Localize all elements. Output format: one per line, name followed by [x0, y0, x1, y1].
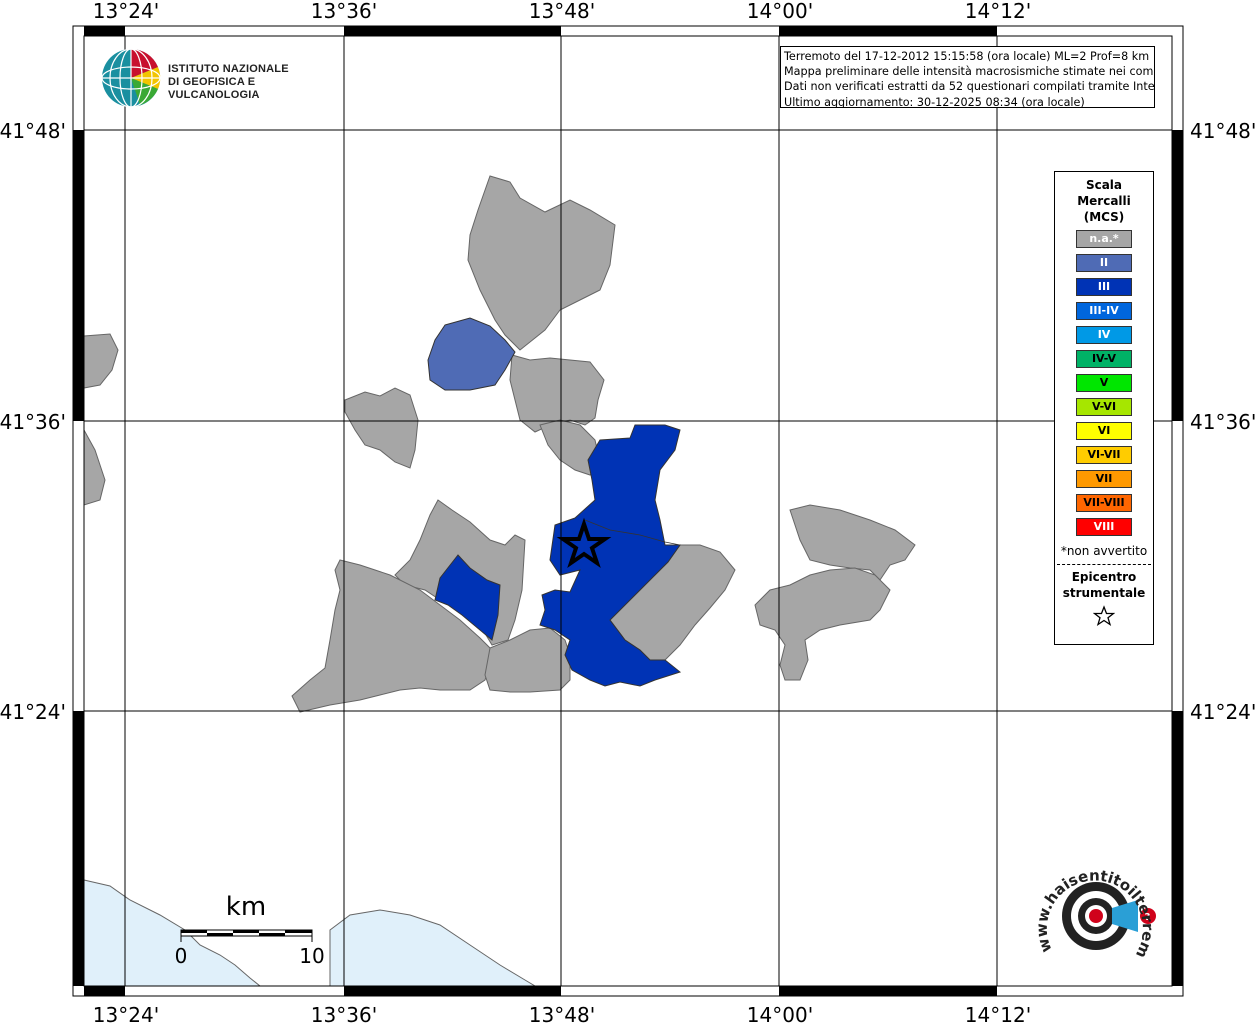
legend-separator	[1057, 564, 1151, 565]
lon-label-bottom: 13°48'	[529, 1003, 595, 1024]
event-info-line: Mappa preliminare delle intensità macros…	[784, 65, 1155, 79]
comune-na	[484, 627, 571, 693]
scale-unit: km	[226, 892, 266, 922]
comune-ii	[427, 317, 516, 391]
lat-label-left: 41°48'	[0, 119, 66, 143]
ingv-logo: ISTITUTO NAZIONALE DI GEOFISICA E VULCAN…	[100, 47, 320, 113]
legend-title-line: Scala	[1085, 178, 1123, 192]
legend-title-line: Mercalli	[1077, 194, 1131, 208]
lon-label-top: 14°00'	[747, 0, 813, 23]
scale-bar: km 0 10	[175, 892, 325, 968]
legend-epicenter-line: strumentale	[1062, 586, 1146, 600]
lat-label-left: 41°24'	[0, 700, 66, 724]
lat-label-right: 41°24'	[1190, 700, 1256, 724]
legend-swatch: IV-V	[1076, 350, 1132, 368]
legend-swatch: VI	[1076, 422, 1132, 440]
lon-label-bottom: 14°00'	[747, 1003, 813, 1024]
ingv-globe-icon	[101, 48, 161, 108]
legend-swatch: III	[1076, 278, 1132, 296]
lon-label-top: 14°12'	[965, 0, 1031, 23]
mcs-legend: Scala Mercalli (MCS) n.a.* II III III-IV IV I…	[1054, 171, 1154, 645]
legend-swatch: VII	[1076, 470, 1132, 488]
scale-start: 0	[175, 944, 188, 968]
comune-na	[291, 559, 491, 713]
lat-label-left: 41°36'	[0, 410, 66, 434]
lon-label-bottom: 13°24'	[93, 1003, 159, 1024]
legend-swatch: V-VI	[1076, 398, 1132, 416]
legend-swatch: II	[1076, 254, 1132, 272]
lon-label-bottom: 14°12'	[965, 1003, 1031, 1024]
legend-title: Scala Mercalli (MCS)	[1055, 177, 1153, 225]
legend-items: n.a.* II III III-IV IV IV-V V V-VI VI VI-VII VII VI…	[1055, 230, 1153, 536]
graticule	[84, 36, 1172, 986]
comune-na	[344, 387, 419, 469]
svg-text:?: ?	[1145, 912, 1151, 923]
legend-swatch: V	[1076, 374, 1132, 392]
event-info-line: Ultimo aggiornamento: 30-12-2025 08:34 (…	[784, 95, 1085, 108]
municipalities-na	[83, 175, 916, 713]
inner-frame	[83, 35, 1173, 987]
lon-label-bottom: 13°36'	[311, 1003, 377, 1024]
ingv-name-line2: DI GEOFISICA E VULCANOLOGIA	[168, 76, 260, 101]
comune-na	[467, 175, 616, 351]
legend-swatch: n.a.*	[1076, 230, 1132, 248]
lat-label-right: 41°48'	[1190, 119, 1256, 143]
lon-label-top: 13°24'	[93, 0, 159, 23]
legend-swatch: VI-VII	[1076, 446, 1132, 464]
legend-note: *non avvertito	[1060, 544, 1148, 558]
legend-swatch: III-IV	[1076, 302, 1132, 320]
epicenter-star	[556, 517, 612, 569]
legend-title-line: (MCS)	[1083, 210, 1125, 224]
legend-swatch: VII-VIII	[1076, 494, 1132, 512]
lat-label-right: 41°36'	[1190, 410, 1256, 434]
event-info-box: Terremoto del 17-12-2012 15:15:58 (ora l…	[780, 46, 1155, 108]
internal-border	[584, 519, 681, 546]
hsi-logo-icon: ? www.haisentitoilterremoto.it	[1025, 846, 1157, 961]
ingv-name: ISTITUTO NAZIONALE DI GEOFISICA E VULCAN…	[168, 63, 320, 102]
comune-iii	[539, 424, 682, 687]
municipalities-iii	[434, 424, 682, 687]
comune-iii	[434, 554, 501, 641]
legend-swatch: IV	[1076, 326, 1132, 344]
comune-na	[789, 504, 916, 581]
legend-star-icon	[1055, 605, 1153, 631]
frame-ticks	[73, 26, 1183, 996]
legend-epicenter-line: Epicentro	[1071, 570, 1137, 584]
legend-epicenter-label: Epicentro strumentale	[1055, 569, 1153, 601]
event-info-line: Dati non verificati estratti da 52 quest…	[784, 80, 1155, 94]
legend-swatch: VIII	[1076, 518, 1132, 536]
comune-na	[754, 567, 891, 681]
lon-label-top: 13°48'	[529, 0, 595, 23]
lon-label-top: 13°36'	[311, 0, 377, 23]
ingv-name-line1: ISTITUTO NAZIONALE	[168, 63, 289, 75]
hsi-logo: ? www.haisentitoilterremoto.it	[1025, 846, 1170, 980]
scale-end: 10	[299, 944, 324, 968]
event-info-line: Terremoto del 17-12-2012 15:15:58 (ora l…	[784, 50, 1150, 63]
